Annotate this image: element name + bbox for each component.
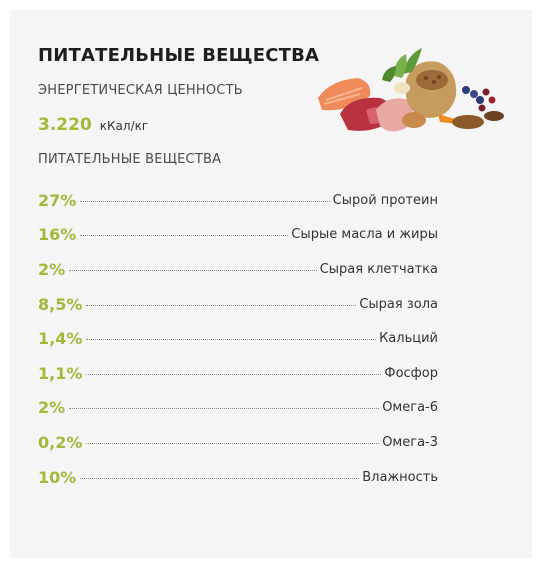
dotted-leader — [80, 235, 289, 237]
dotted-leader — [69, 269, 317, 271]
nutrient-name: Сырая клетчатка — [319, 261, 438, 277]
nutrient-list: 27% Сырой протеин 16% Сырые масла и жиры… — [38, 183, 438, 494]
nutrient-value: 10% — [38, 467, 77, 487]
energy-unit: кКал/кг — [99, 119, 149, 133]
nutrient-value: 27% — [38, 190, 77, 210]
nutrient-name: Кальций — [379, 331, 438, 347]
nutrient-value: 1,1% — [38, 363, 83, 383]
nutrient-row: 1,4% Кальций — [38, 321, 438, 356]
nutrient-name: Фосфор — [384, 365, 438, 381]
energy-label: ЭНЕРГЕТИЧЕСКАЯ ЦЕННОСТЬ — [38, 83, 243, 98]
food-ingredients-image — [318, 48, 504, 132]
nutrient-name: Омега-3 — [382, 434, 438, 450]
dotted-leader — [86, 442, 380, 444]
nutrient-row: 16% Сырые масла и жиры — [38, 218, 438, 253]
nutrient-value: 8,5% — [38, 294, 83, 314]
nutrient-value: 1,4% — [38, 329, 83, 349]
nutrients-card: ПИТАТЕЛЬНЫЕ ВЕЩЕСТВА ЭНЕР — [10, 10, 532, 558]
dotted-leader — [86, 339, 377, 341]
nutrient-row: 8,5% Сырая зола — [38, 287, 438, 322]
nutrient-name: Сырые масла и жиры — [291, 227, 438, 243]
nutrient-row: 2% Сырая клетчатка — [38, 252, 438, 287]
dotted-leader — [86, 373, 382, 375]
nutrient-name: Омега-6 — [382, 400, 438, 416]
nutrient-row: 1,1% Фосфор — [38, 356, 438, 391]
nutrient-value: 0,2% — [38, 432, 83, 452]
nutrient-name: Сырая зола — [359, 296, 438, 312]
nutrient-name: Влажность — [362, 469, 438, 485]
nutrient-name: Сырой протеин — [332, 192, 438, 208]
energy-value: 3.220 — [38, 115, 92, 135]
nutrients-label: ПИТАТЕЛЬНЫЕ ВЕЩЕСТВА — [38, 152, 222, 167]
dotted-leader — [69, 408, 380, 410]
nutrient-row: 2% Омега-6 — [38, 391, 438, 426]
nutrient-value: 2% — [38, 398, 66, 418]
energy-row: 3.220 кКал/кг — [38, 115, 148, 135]
nutrient-row: 0,2% Омега-3 — [38, 425, 438, 460]
dotted-leader — [80, 477, 360, 479]
nutrient-value: 16% — [38, 225, 77, 245]
nutrient-row: 10% Влажность — [38, 460, 438, 495]
dotted-leader — [80, 200, 330, 202]
page-title: ПИТАТЕЛЬНЫЕ ВЕЩЕСТВА — [38, 45, 320, 66]
nutrient-value: 2% — [38, 259, 66, 279]
nutrient-row: 27% Сырой протеин — [38, 183, 438, 218]
dotted-leader — [86, 304, 357, 306]
